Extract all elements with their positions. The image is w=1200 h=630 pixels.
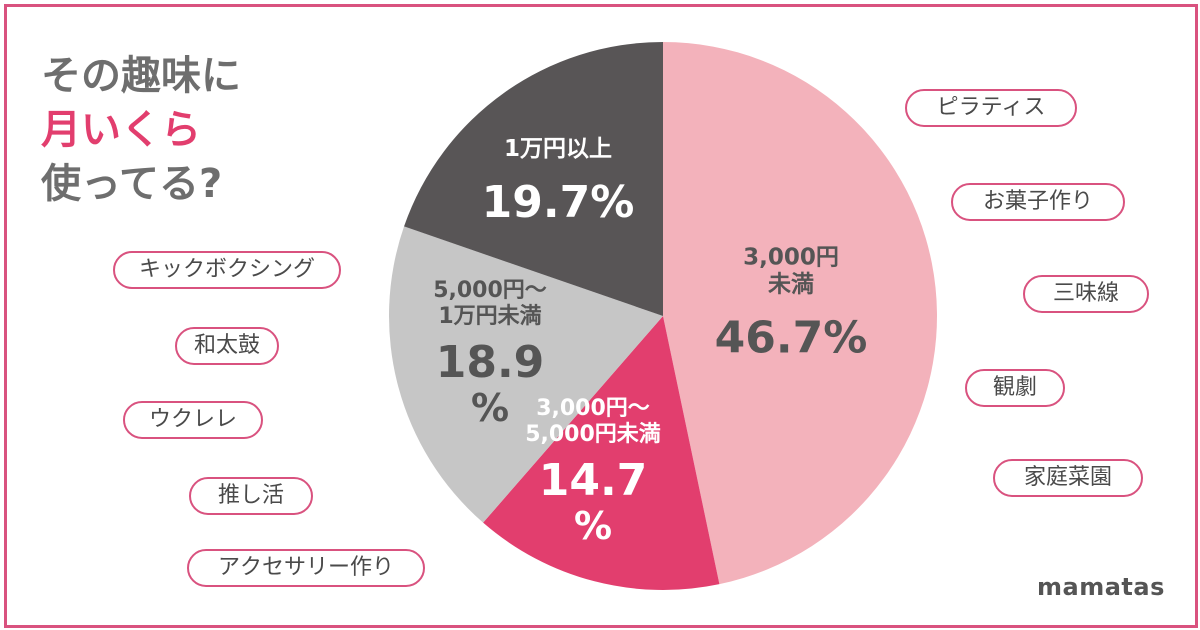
pie-slice-label: 1万円以上: [504, 136, 612, 162]
pie-slice-label: 1万円未満: [438, 303, 541, 329]
hobby-tag-left: キックボクシング: [113, 251, 341, 289]
infographic-frame: その趣味に 月いくら 使ってる? ピラティス お菓子作り 三味線 観劇 家庭菜園…: [4, 4, 1198, 628]
hobby-tag-right: ピラティス: [905, 89, 1077, 127]
pie-slice: [404, 42, 663, 316]
hobby-tag-right: 観劇: [965, 369, 1065, 407]
pie-slice-label: 3,000円: [743, 245, 839, 271]
pie-slice-label: 3,000円〜: [536, 396, 650, 421]
pie-chart: 3,000円未満 46.7% 3,000円〜5,000円未満 14.7 % 5,000円〜…: [388, 42, 937, 590]
pie-slice-label: 未満: [768, 272, 814, 298]
headline: その趣味に 月いくら 使ってる?: [41, 49, 241, 211]
pie-slices: [388, 42, 937, 590]
brand-logo: mamatas: [1037, 573, 1165, 601]
hobby-tag-left: 和太鼓: [175, 327, 279, 365]
pie-slice-value: 14.7%: [539, 455, 648, 548]
hobby-tag-left: ウクレレ: [123, 401, 263, 439]
pie-slice-value: 19.7%: [482, 177, 635, 228]
hobby-tag-right: 家庭菜園: [993, 459, 1143, 497]
pie-slice: [663, 42, 937, 585]
pie-slice-label: 5,000円未満: [525, 421, 661, 447]
pie-slice: [388, 226, 663, 523]
headline-line-1: その趣味に: [41, 53, 241, 99]
hobby-tag-right: 三味線: [1023, 275, 1149, 313]
hobby-tag-right: お菓子作り: [951, 183, 1125, 221]
pie-slice-value: 46.7%: [715, 313, 868, 364]
pie-slice-label: 5,000円〜: [433, 278, 547, 303]
hobby-tag-left: アクセサリー作り: [187, 549, 425, 587]
headline-line-3: 使ってる?: [41, 161, 223, 207]
headline-line-2: 月いくら: [41, 107, 201, 153]
pie-slice: [483, 316, 720, 590]
pie-labels: 3,000円未満 46.7% 3,000円〜5,000円未満 14.7 % 5,000円〜…: [433, 136, 867, 548]
pie-slice-value: 18.9%: [436, 337, 545, 430]
hobby-tag-left: 推し活: [189, 477, 313, 515]
